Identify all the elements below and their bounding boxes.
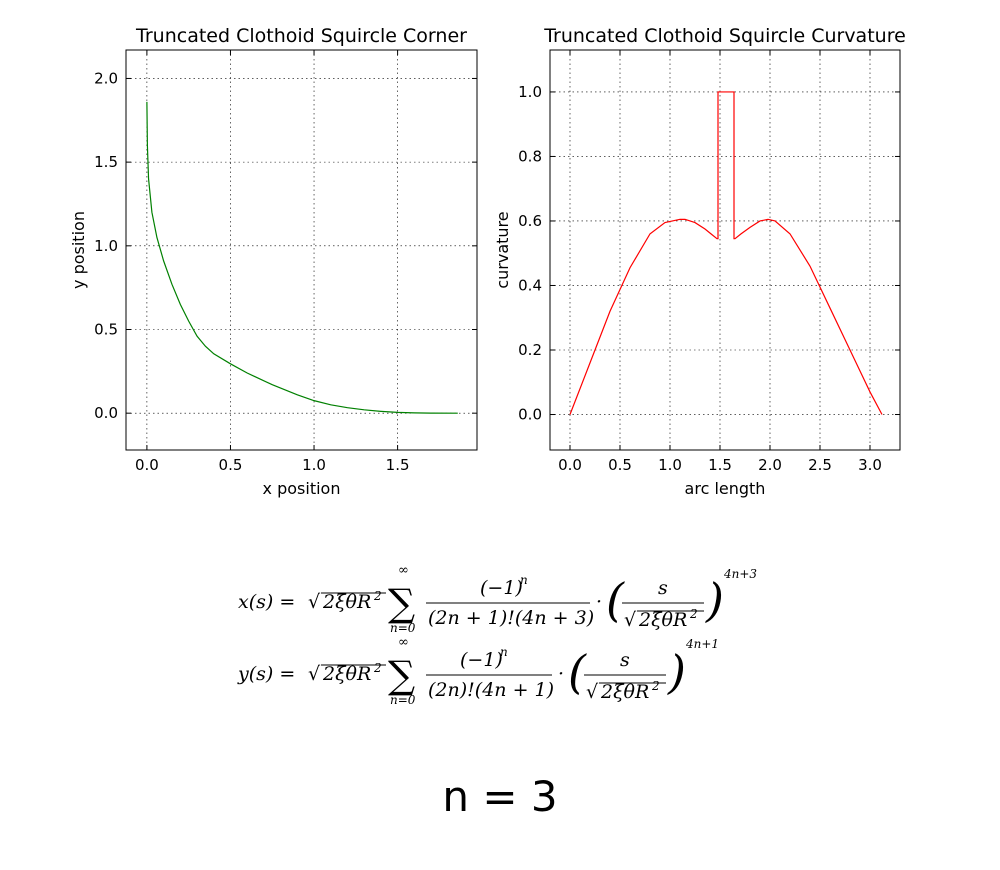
svg-text:∑: ∑ [388,653,415,697]
svg-text:·: · [596,591,602,613]
x-tick-label: 2.5 [808,456,832,474]
svg-text:n: n [500,645,508,659]
svg-text:2: 2 [651,679,660,693]
svg-text:√: √ [624,609,637,631]
y-axis-label: curvature [493,211,512,288]
svg-text:n=0: n=0 [390,621,416,635]
x-tick-label: 2.0 [758,456,782,474]
x-axis-label: arc length [685,479,766,498]
y-tick-label: 0.2 [518,341,542,359]
n-value-label: n = 3 [442,772,558,821]
svg-text:(2n + 1)!(4n + 3): (2n + 1)!(4n + 3) [428,607,594,629]
svg-text:2: 2 [373,589,382,603]
svg-text:s: s [658,577,668,599]
svg-text:√: √ [308,591,321,613]
formula-x: x(s) = √ 2ξθR 2 ∑ ∞ n=0 (−1) n (2n + 1)!… [237,563,778,720]
y-tick-label: 2.0 [94,69,118,87]
y-tick-label: 1.5 [94,153,118,171]
svg-text:(2n)!(4n + 1): (2n)!(4n + 1) [428,679,554,701]
svg-text:(−1): (−1) [460,649,503,671]
y-axis-label: y position [69,211,88,289]
svg-text:n=0: n=0 [390,693,416,707]
svg-text:2ξθR: 2ξθR [600,681,649,703]
x-tick-label: 1.0 [302,456,326,474]
svg-text:n: n [520,573,528,587]
svg-text:2: 2 [373,661,382,675]
x-tick-label: 0.0 [558,456,582,474]
x-tick-label: 0.0 [135,456,159,474]
x-tick-label: 0.5 [608,456,632,474]
svg-text:x(s) =: x(s) = [238,591,295,613]
svg-text:s: s [620,649,630,671]
series-line [569,91,883,415]
svg-text:·: · [558,663,564,685]
svg-text:): ) [667,645,686,699]
y-tick-label: 0.6 [518,212,542,230]
svg-text:√: √ [308,663,321,685]
svg-text:4n+1: 4n+1 [685,637,719,651]
y-tick-label: 0.5 [94,320,118,338]
svg-text:(−1): (−1) [480,577,523,599]
x-tick-label: 1.5 [708,456,732,474]
y-tick-label: 1.0 [518,83,542,101]
svg-text:√: √ [586,681,599,703]
y-tick-label: 0.0 [94,404,118,422]
y-tick-label: 0.4 [518,276,542,294]
x-tick-label: 1.5 [386,456,410,474]
curvature-plot: 0.0 0.5 1.0 1.5 2.0 2.5 3.0 0.0 0.2 0.4 0.6 0.8 1.0 T… [493,25,906,498]
axes-frame [549,49,901,451]
corner-plot: 0.0 0.5 1.0 1.5 0.0 0.5 1.0 1.5 2.0 Truncated Clo… [69,25,478,498]
formula-svg: x(s) = √ 2ξθR 2 ∑ ∞ n=0 (−1) n (2n + 1)!… [237,563,757,707]
svg-text:2ξθR: 2ξθR [322,591,371,613]
svg-text:2ξθR: 2ξθR [322,663,371,685]
svg-text:∞: ∞ [398,635,409,650]
svg-text:(: ( [606,573,625,627]
chart-title: Truncated Clothoid Squircle Corner [135,25,467,47]
y-tick-label: 0.0 [518,406,542,424]
svg-text:2ξθR: 2ξθR [638,609,687,631]
svg-text:4n+3: 4n+3 [723,567,757,581]
x-tick-label: 0.5 [219,456,243,474]
axes-frame [125,49,478,451]
chart-title: Truncated Clothoid Squircle Curvature [543,25,906,47]
x-axis-label: x position [263,479,341,498]
x-tick-label: 1.0 [658,456,682,474]
series-line [146,101,458,414]
svg-text:(: ( [568,645,587,699]
svg-text:y(s) =: y(s) = [237,663,295,685]
y-tick-label: 0.8 [518,147,542,165]
x-tick-label: 3.0 [858,456,882,474]
svg-text:∞: ∞ [398,563,409,578]
svg-text:2: 2 [689,607,698,621]
svg-text:∑: ∑ [388,581,415,625]
y-tick-label: 1.0 [94,237,118,255]
svg-text:): ) [705,573,724,627]
